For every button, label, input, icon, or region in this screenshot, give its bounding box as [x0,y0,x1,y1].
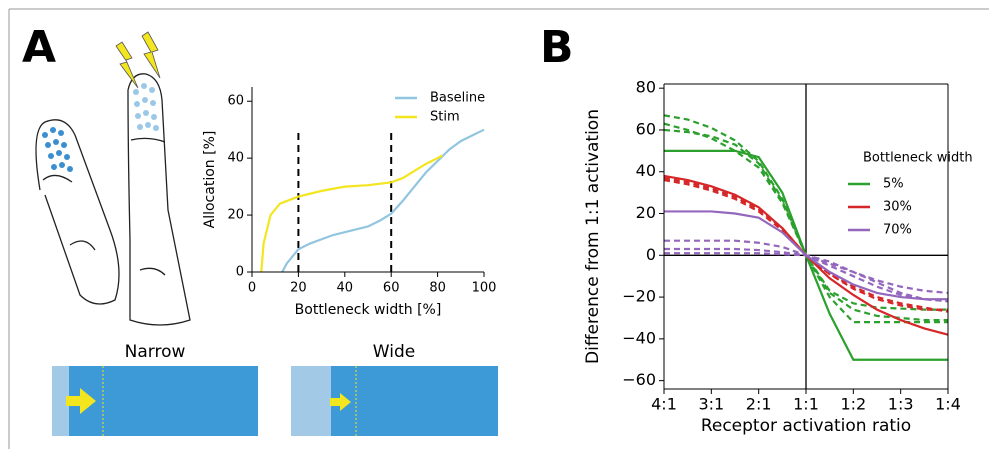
legend-title: Bottleneck width [863,151,973,166]
x-tick-label: 1:1 [793,395,819,414]
illustration-label: Wide [373,342,415,362]
fingers [35,73,191,326]
x-tick-label: 80 [429,281,446,296]
x-tick-label: 20 [290,281,307,296]
x-tick-label: 3:1 [698,395,724,414]
series-line [663,176,949,313]
x-tick-label: 0 [248,281,256,296]
y-tick-label: 80 [636,78,656,97]
x-tick-label: 40 [337,281,354,296]
y-tick-label: 0 [646,245,656,264]
x-tick-label: 4:1 [651,395,677,414]
series-line [260,154,443,273]
finger-dots [133,83,159,131]
legend-label: Baseline [430,91,485,106]
x-tick-label: 1:3 [888,395,914,414]
y-axis-label: Difference from 1:1 activation [583,109,603,364]
legend-label: Stim [430,110,460,125]
panel-label: B [540,22,574,73]
x-tick-label: 1:4 [935,395,961,414]
x-tick-label: 60 [383,281,400,296]
panel-label: A [22,22,56,73]
y-tick-label: 20 [227,208,244,223]
legend-label: 70% [883,223,912,238]
finger-dots [42,127,73,172]
x-tick-label: 100 [472,281,497,296]
series-line [281,128,485,273]
y-tick-label: 0 [236,265,244,280]
legend-label: 30% [883,200,912,215]
y-tick-label: −20 [622,287,656,306]
y-tick-label: 40 [636,161,656,180]
illustration-label: Narrow [125,342,186,362]
lightning [115,31,161,89]
y-tick-label: 60 [227,94,244,109]
bottleneck-bar [52,366,498,436]
series-line [664,210,948,301]
x-axis-label: Bottleneck width [%] [295,302,442,318]
y-tick-label: 60 [636,119,656,138]
x-tick-label: 1:2 [840,395,866,414]
y-tick-label: −40 [622,328,656,347]
x-axis-label: Receptor activation ratio [701,416,911,436]
y-tick-label: 40 [227,151,244,166]
x-tick-label: 2:1 [746,395,772,414]
y-axis-label: Allocation [%] [202,131,218,229]
y-tick-label: 20 [636,203,656,222]
legend-label: 5% [883,177,904,192]
y-tick-label: −60 [622,370,656,389]
